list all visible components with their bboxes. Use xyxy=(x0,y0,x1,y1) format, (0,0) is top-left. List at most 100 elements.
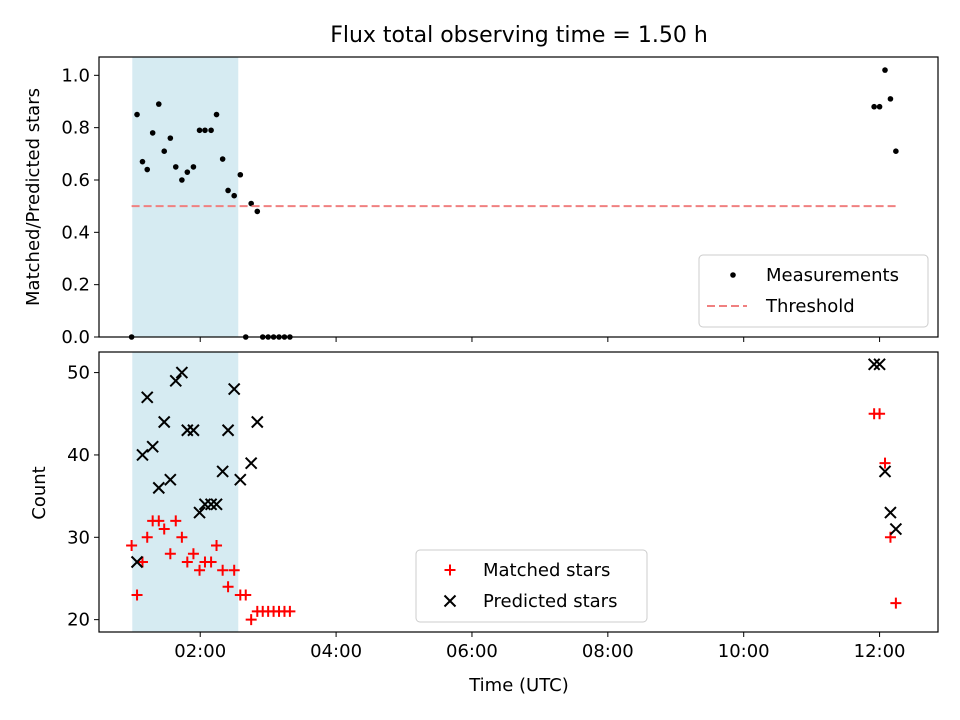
top-measurements-point xyxy=(202,127,208,134)
bottom-predicted-stars-point xyxy=(152,481,165,495)
legend-label-measurements: Measurements xyxy=(766,265,899,286)
top-x-ticks xyxy=(199,337,881,342)
top-measurements-point xyxy=(149,130,156,136)
bottom-legend: Matched stars Predicted stars xyxy=(415,549,648,623)
bottom-matched-stars-point xyxy=(187,548,199,560)
bottom-matched-stars-point xyxy=(158,523,170,535)
bottom-matched-stars-point xyxy=(131,589,143,601)
top-measurements-point xyxy=(876,103,883,110)
bottom-y-tick-label: 50 xyxy=(67,363,90,384)
bottom-y-tick-label: 40 xyxy=(67,445,90,466)
bottom-matched-stars-point xyxy=(217,564,229,576)
bottom-matched-stars-point xyxy=(222,581,234,593)
legend-swatch-matched-stars xyxy=(444,564,456,576)
top-measurements-point xyxy=(882,67,888,73)
legend-swatch-predicted-stars xyxy=(443,594,457,608)
top-measurements-point xyxy=(208,127,214,134)
bottom-matched-stars-point xyxy=(194,564,206,576)
legend-label-matched-stars: Matched stars xyxy=(483,560,610,581)
bottom-shaded-span xyxy=(132,352,239,632)
top-measurements-point xyxy=(190,164,197,170)
x-tick-label: 10:00 xyxy=(718,641,770,662)
bottom-matched-stars-point xyxy=(176,531,188,543)
bottom-matched-stars-point xyxy=(181,556,193,568)
top-y-tick-label: 1.0 xyxy=(61,65,90,86)
bottom-matched-stars-point xyxy=(245,614,257,626)
bottom-predicted-stars-point xyxy=(878,465,892,478)
top-legend-box xyxy=(698,254,929,328)
top-measurements-point xyxy=(219,156,226,162)
x-tick-label: 12:00 xyxy=(854,641,906,662)
bottom-matched-stars-point xyxy=(164,548,176,560)
top-measurements-point xyxy=(172,164,179,170)
bottom-predicted-stars-point xyxy=(193,506,206,519)
bottom-predicted-stars-point xyxy=(187,424,200,437)
bottom-legend-box xyxy=(415,549,648,623)
top-measurements-point xyxy=(871,103,877,110)
top-y-tick-label: 0.8 xyxy=(61,118,90,139)
top-measurements-point xyxy=(167,135,174,141)
x-tick-label: 06:00 xyxy=(446,641,498,662)
top-measurements-point xyxy=(144,166,151,173)
top-y-ticks: 0.0 0.2 0.4 0.6 0.8 1.0 xyxy=(61,65,99,348)
chart-title: Flux total observing time = 1.50 h xyxy=(330,23,708,48)
top-measurements-point xyxy=(225,187,231,194)
top-measurements-point xyxy=(184,169,191,175)
bottom-predicted-stars-point xyxy=(136,448,149,462)
bottom-predicted-stars-point xyxy=(251,415,264,429)
bottom-matched-stars-point xyxy=(284,605,296,617)
top-measurements-point xyxy=(237,171,244,178)
top-measurements-point xyxy=(213,111,220,118)
bottom-predicted-stars-point xyxy=(164,473,177,486)
bottom-predicted-stars-point xyxy=(867,358,881,371)
top-shaded-span xyxy=(132,57,239,337)
bottom-predicted-stars-point xyxy=(130,555,144,569)
bottom-matched-stars-point xyxy=(205,556,217,568)
bottom-matched-stars-point xyxy=(240,589,252,601)
top-measurements-point xyxy=(196,127,203,134)
top-y-tick-label: 0.4 xyxy=(61,222,90,243)
top-measurements-point xyxy=(155,101,162,107)
bottom-matched-stars-point xyxy=(211,540,223,552)
bottom-y-tick-label: 20 xyxy=(67,610,90,631)
legend-label-predicted-stars: Predicted stars xyxy=(483,591,617,612)
bottom-shaded-region xyxy=(132,352,239,632)
legend-swatch-measurements xyxy=(730,272,736,278)
bottom-predicted-stars-point xyxy=(889,522,903,536)
top-measurements-point xyxy=(231,192,237,199)
bottom-matched-stars-point xyxy=(890,597,902,609)
x-tick-label: 04:00 xyxy=(310,641,362,662)
top-y-tick-label: 0.6 xyxy=(61,170,90,191)
top-measurements-point xyxy=(893,148,899,155)
bottom-predicted-stars-point xyxy=(210,498,223,511)
bottom-y-tick-label: 30 xyxy=(67,527,90,548)
bottom-panel: 02:00 04:00 06:00 08:00 10:00 12:00 20304050 … xyxy=(29,351,939,696)
bottom-matched-stars-point xyxy=(153,515,165,527)
bottom-axes-frame xyxy=(98,351,939,633)
top-measurements-point xyxy=(887,96,894,102)
bottom-matched-stars-point xyxy=(874,408,886,420)
legend-label-threshold: Threshold xyxy=(765,296,855,317)
bottom-y-axis-label: Count xyxy=(29,466,50,519)
bottom-predicted-stars-point xyxy=(873,358,886,371)
bottom-predicted-stars-point xyxy=(141,391,154,404)
top-measurements-point xyxy=(139,158,146,165)
top-axes-frame xyxy=(98,56,939,338)
bottom-matched-stars-point xyxy=(136,556,148,568)
bottom-predicted-stars-point xyxy=(175,366,189,379)
bottom-predicted-stars-point xyxy=(221,424,235,437)
top-measurements-point xyxy=(161,148,168,155)
bottom-predicted-stars-point xyxy=(204,498,218,511)
bottom-predicted-stars-point xyxy=(234,473,247,486)
top-panel: 0.0 0.2 0.4 0.6 0.8 1.0 Matched/Predicted sta… xyxy=(23,56,939,348)
bottom-matched-stars-point xyxy=(879,457,891,469)
x-axis-label: Time (UTC) xyxy=(468,675,569,696)
bottom-matched-stars-point xyxy=(126,540,138,552)
bottom-matched-stars-point xyxy=(141,531,153,543)
bottom-predicted-stars-point xyxy=(227,382,241,396)
top-measurements-point xyxy=(179,177,185,183)
top-y-axis-label: Matched/Predicted stars xyxy=(23,88,44,306)
bottom-predicted-stars-point xyxy=(146,440,159,453)
top-measurements-point xyxy=(248,200,254,207)
